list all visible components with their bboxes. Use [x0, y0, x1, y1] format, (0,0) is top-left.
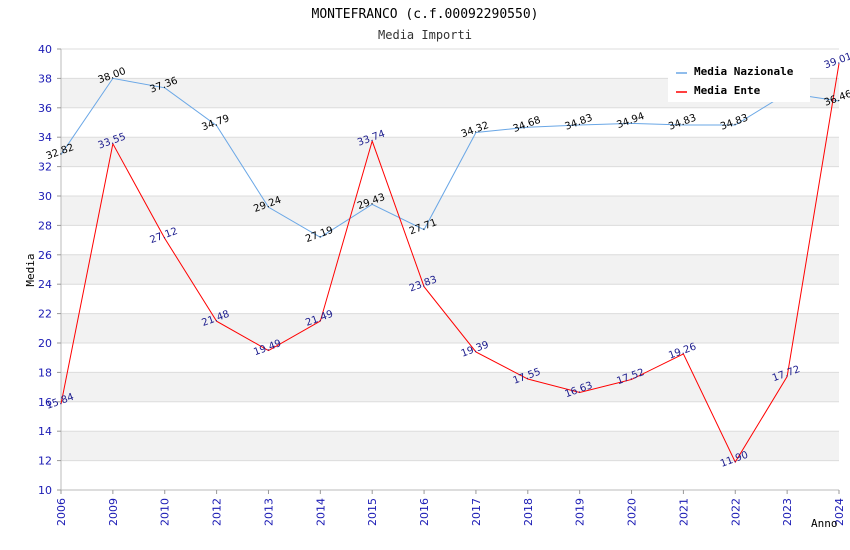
legend-label-media-ente: Media Ente — [694, 84, 761, 97]
grid-band — [61, 431, 839, 461]
grid-band — [61, 196, 839, 226]
y-tick-label: 36 — [38, 102, 52, 115]
data-label: 34.83 — [667, 113, 698, 133]
data-label: 19.26 — [667, 341, 698, 361]
x-tick-label: 2020 — [626, 498, 639, 526]
x-tick-label: 2018 — [522, 498, 535, 526]
y-tick-label: 18 — [38, 366, 52, 379]
x-tick-label: 2024 — [833, 498, 846, 526]
data-label: 34.68 — [512, 115, 543, 135]
x-axis-label: Anno — [811, 517, 838, 530]
grid-band — [61, 372, 839, 402]
y-tick-label: 16 — [38, 396, 52, 409]
grid-band — [61, 137, 839, 167]
x-tick-label: 2013 — [262, 498, 275, 526]
y-axis-label: Media — [24, 253, 37, 286]
x-tick-label: 2021 — [677, 498, 690, 526]
data-label: 27.12 — [149, 226, 180, 246]
x-tick-label: 2009 — [107, 498, 120, 526]
grid-bands — [61, 78, 839, 461]
x-tick-label: 2022 — [729, 498, 742, 526]
x-tick-label: 2012 — [211, 498, 224, 526]
x-tick-label: 2006 — [55, 498, 68, 526]
y-tick-label: 28 — [38, 219, 52, 232]
y-tick-label: 10 — [38, 484, 52, 497]
grid-band — [61, 313, 839, 343]
x-tick-label: 2016 — [418, 498, 431, 526]
y-tick-label: 22 — [38, 308, 52, 321]
y-tick-label: 24 — [38, 278, 52, 291]
data-label: 15.84 — [45, 392, 76, 412]
x-axis-ticks: 2006 2009 2010 2012 2013 2014 2015 2016 2017 2018… — [55, 490, 846, 526]
series-lines — [60, 63, 840, 464]
data-label: 34.83 — [719, 113, 750, 133]
data-label: 34.94 — [615, 111, 646, 131]
y-tick-label: 14 — [38, 425, 52, 438]
legend-label-media-nazionale: Media Nazionale — [694, 65, 794, 78]
legend: Media Nazionale Media Ente — [668, 62, 810, 102]
data-label: 27.19 — [304, 225, 335, 245]
y-axis-ticks: 10 12 14 16 18 20 22 24 26 28 30 32 34 36 38 40 — [38, 43, 61, 497]
data-label: 34.83 — [563, 113, 594, 133]
data-label: 39.01 — [823, 51, 850, 71]
y-tick-label: 30 — [38, 190, 52, 203]
y-tick-label: 32 — [38, 161, 52, 174]
y-tick-label: 26 — [38, 249, 52, 262]
x-tick-label: 2017 — [470, 498, 483, 526]
chart-subtitle: Media Importi — [378, 28, 472, 42]
x-tick-label: 2010 — [159, 498, 172, 526]
y-tick-label: 34 — [38, 131, 52, 144]
data-label: 34.79 — [200, 113, 231, 133]
chart-title: MONTEFRANCO (c.f.00092290550) — [312, 7, 539, 22]
y-tick-label: 40 — [38, 43, 52, 56]
y-tick-label: 12 — [38, 455, 52, 468]
x-tick-label: 2019 — [574, 498, 587, 526]
series-line-media-ente — [60, 63, 840, 464]
y-tick-label: 20 — [38, 337, 52, 350]
axes — [60, 49, 839, 491]
x-tick-label: 2014 — [314, 498, 327, 526]
x-tick-label: 2023 — [781, 498, 794, 526]
y-tick-label: 38 — [38, 72, 52, 85]
legend-background — [668, 62, 810, 102]
series-line-media-nazionale — [60, 77, 840, 238]
x-tick-label: 2015 — [366, 498, 379, 526]
grid-lines — [61, 48, 839, 491]
